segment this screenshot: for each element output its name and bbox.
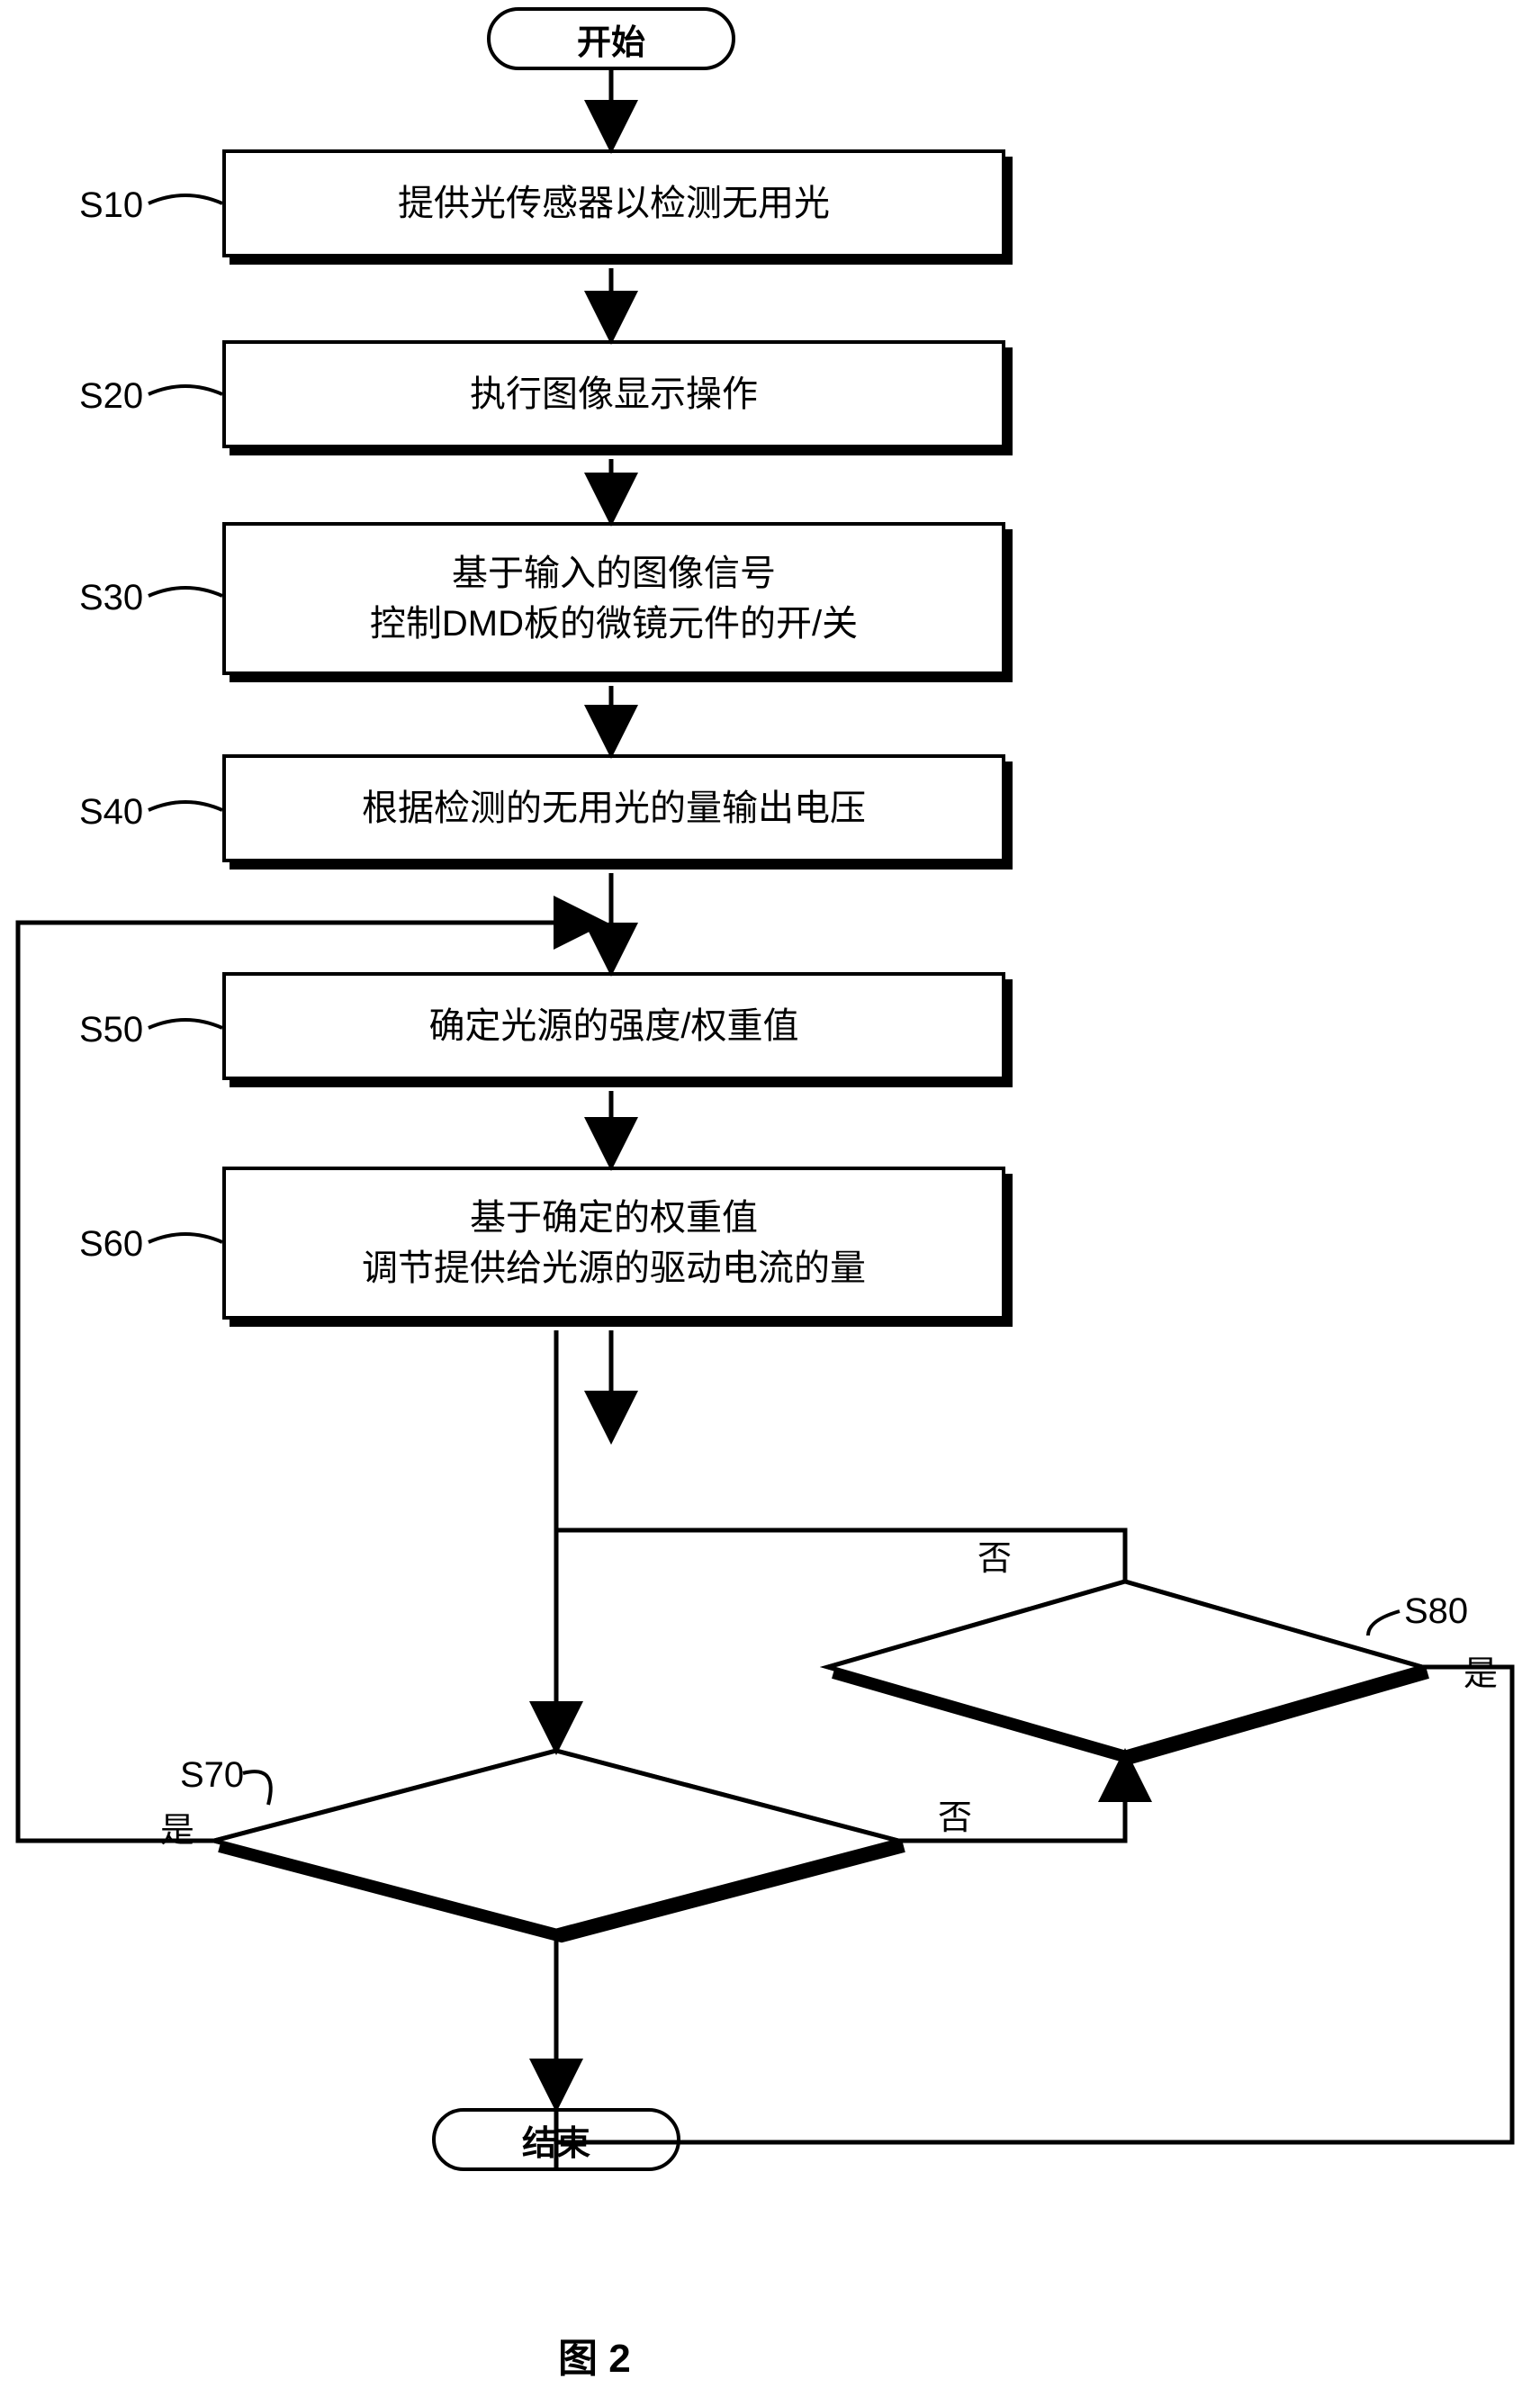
flowchart-svg: [0, 0, 1540, 2406]
